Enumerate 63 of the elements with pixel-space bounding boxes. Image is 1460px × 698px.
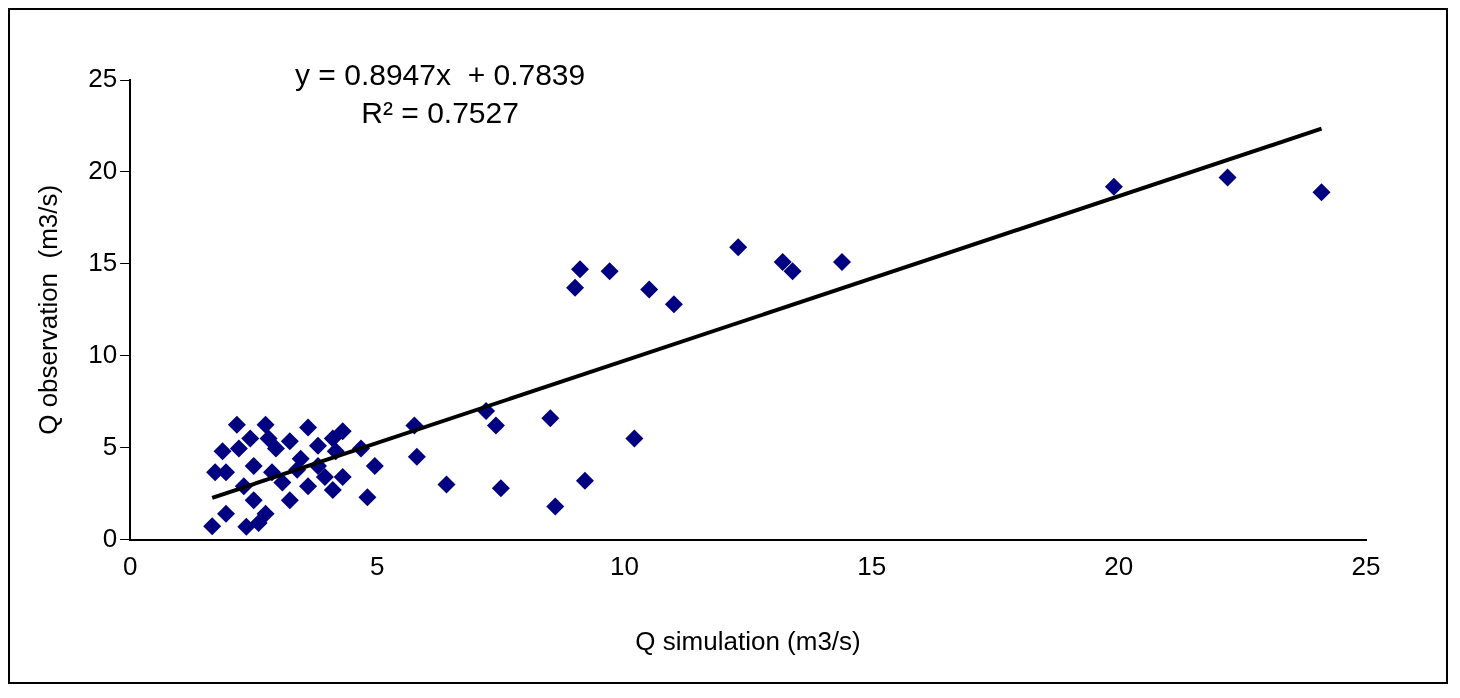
point: [213, 442, 232, 461]
point: [323, 480, 342, 499]
x-tick-label: 25: [1351, 551, 1381, 582]
point: [237, 517, 256, 536]
point: [308, 436, 327, 455]
annotation: R² = 0.7527: [361, 96, 519, 130]
point: [280, 432, 299, 451]
point: [323, 429, 342, 448]
point: [783, 262, 802, 281]
point: [625, 429, 644, 448]
y-tick-label: 15: [88, 247, 118, 278]
point: [259, 429, 278, 448]
point: [664, 295, 683, 314]
point: [365, 457, 384, 476]
point: [333, 422, 352, 441]
point: [280, 491, 299, 510]
point: [1218, 168, 1237, 187]
point: [546, 497, 565, 516]
point: [244, 491, 263, 510]
point: [244, 457, 263, 476]
point: [575, 471, 594, 490]
point: [566, 278, 585, 297]
point: [266, 439, 285, 458]
point: [832, 253, 851, 271]
point: [486, 416, 505, 435]
y-tick-label: 20: [88, 155, 118, 186]
point: [299, 418, 318, 437]
point: [437, 475, 456, 494]
point: [217, 504, 236, 523]
x-tick-label: 20: [1104, 551, 1134, 582]
point: [773, 253, 792, 271]
point: [227, 415, 246, 434]
point: [273, 473, 292, 492]
y-tick-label: 5: [102, 430, 118, 461]
point: [241, 429, 260, 448]
y-axis-title: Q observation (m3/s): [32, 184, 63, 435]
point: [358, 488, 377, 507]
point: [1104, 177, 1123, 196]
point: [491, 479, 510, 498]
point: [600, 262, 619, 281]
point: [640, 280, 659, 299]
point: [1312, 183, 1331, 202]
point: [541, 409, 560, 428]
point: [229, 439, 248, 458]
x-tick-label: 0: [122, 551, 138, 582]
annotation: y = 0.8947x + 0.7839: [295, 58, 586, 92]
point: [407, 447, 426, 466]
x-axis-title: Q simulation (m3/s): [635, 625, 861, 656]
x-tick-label: 15: [857, 551, 887, 582]
point: [299, 477, 318, 496]
point: [203, 517, 222, 536]
point: [333, 468, 352, 487]
x-tick-label: 10: [610, 551, 639, 582]
point: [729, 238, 748, 257]
y-tick-label: 0: [102, 522, 118, 553]
point: [249, 514, 268, 533]
point: [256, 504, 275, 523]
point: [570, 260, 589, 279]
x-tick-label: 5: [370, 551, 385, 582]
point: [315, 468, 334, 487]
y-tick-label: 25: [88, 63, 118, 94]
point: [256, 415, 275, 434]
y-tick-label: 10: [88, 338, 118, 369]
